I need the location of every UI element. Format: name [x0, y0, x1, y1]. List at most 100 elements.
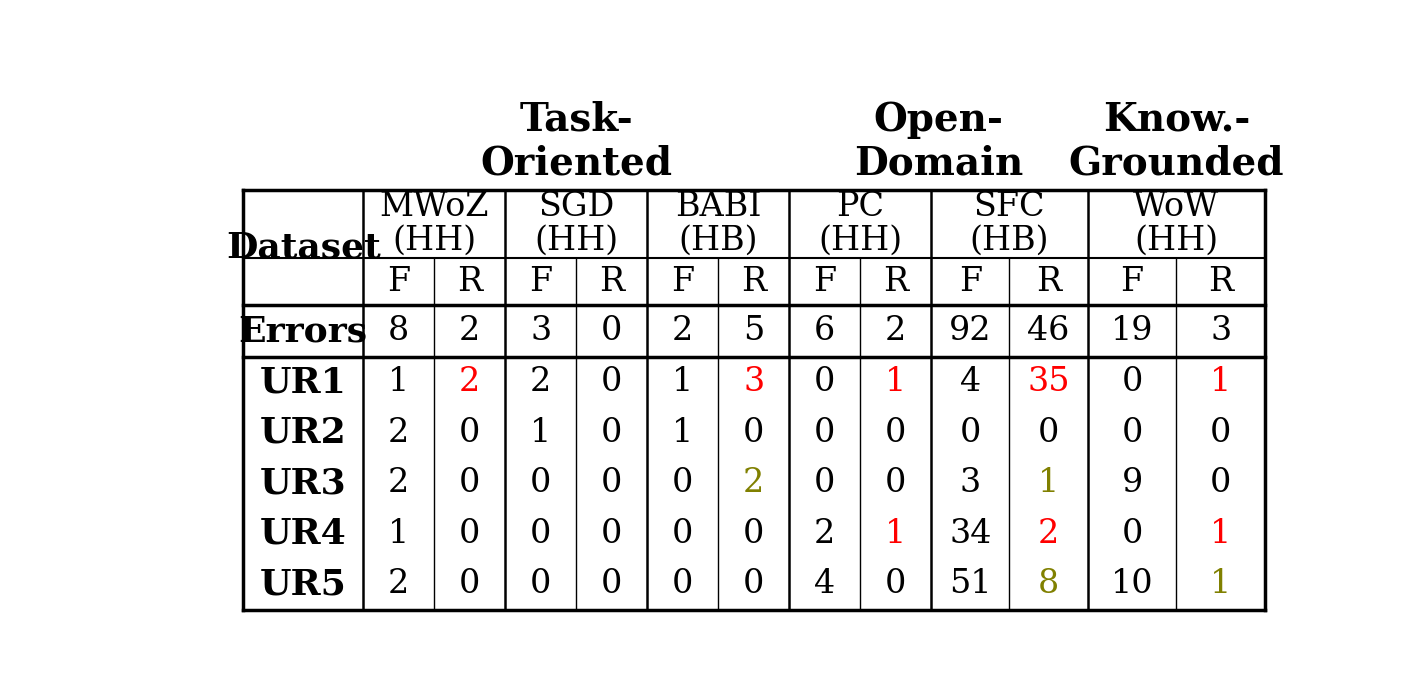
Text: 2: 2: [389, 467, 410, 500]
Text: UR2: UR2: [259, 416, 346, 450]
Text: Dataset: Dataset: [225, 230, 380, 264]
Text: 0: 0: [601, 467, 623, 500]
Text: Know.-
Grounded: Know.- Grounded: [1069, 101, 1285, 182]
Text: 51: 51: [949, 569, 991, 600]
Text: 8: 8: [389, 315, 410, 347]
Text: 0: 0: [530, 569, 552, 600]
Text: 0: 0: [1210, 417, 1231, 449]
Text: 0: 0: [743, 417, 764, 449]
Text: F: F: [813, 265, 837, 298]
Text: 0: 0: [814, 366, 835, 399]
Text: 4: 4: [814, 569, 835, 600]
Text: 2: 2: [885, 315, 906, 347]
Text: 1: 1: [1210, 518, 1231, 550]
Text: 35: 35: [1027, 366, 1071, 399]
Text: 0: 0: [459, 518, 481, 550]
Text: 0: 0: [530, 467, 552, 500]
Text: 0: 0: [672, 569, 693, 600]
Text: 0: 0: [885, 467, 906, 500]
Text: 0: 0: [743, 569, 764, 600]
Text: 2: 2: [672, 315, 693, 347]
Text: 0: 0: [601, 569, 623, 600]
Text: 3: 3: [530, 315, 552, 347]
Text: 2: 2: [459, 366, 481, 399]
Text: UR5: UR5: [259, 567, 346, 601]
Text: R: R: [1037, 265, 1061, 298]
Text: PC
(HH): PC (HH): [818, 191, 902, 257]
Text: 2: 2: [459, 315, 481, 347]
Text: 0: 0: [459, 467, 481, 500]
Text: 3: 3: [960, 467, 981, 500]
Text: 2: 2: [389, 569, 410, 600]
Text: 8: 8: [1038, 569, 1059, 600]
Text: 0: 0: [1122, 366, 1143, 399]
Text: R: R: [742, 265, 766, 298]
Text: 0: 0: [885, 569, 906, 600]
Text: 1: 1: [530, 417, 552, 449]
Text: 34: 34: [949, 518, 991, 550]
Text: Task-
Oriented: Task- Oriented: [481, 101, 672, 182]
Text: 2: 2: [1038, 518, 1059, 550]
Text: 1: 1: [1210, 569, 1231, 600]
Text: 4: 4: [960, 366, 981, 399]
Text: F: F: [387, 265, 410, 298]
Text: 1: 1: [885, 366, 906, 399]
Text: 5: 5: [743, 315, 764, 347]
Text: 10: 10: [1110, 569, 1153, 600]
Text: 9: 9: [1122, 467, 1143, 500]
Text: 0: 0: [1210, 467, 1231, 500]
Text: F: F: [959, 265, 981, 298]
Text: 0: 0: [1038, 417, 1059, 449]
Text: F: F: [1120, 265, 1144, 298]
Text: Errors: Errors: [238, 314, 367, 348]
Text: R: R: [457, 265, 482, 298]
Text: 1: 1: [885, 518, 906, 550]
Text: 0: 0: [814, 467, 835, 500]
Text: 3: 3: [1210, 315, 1231, 347]
Text: 1: 1: [389, 518, 410, 550]
Text: R: R: [1208, 265, 1234, 298]
Text: 0: 0: [672, 518, 693, 550]
Text: Open-
Domain: Open- Domain: [854, 101, 1022, 182]
Text: 1: 1: [672, 417, 693, 449]
Text: F: F: [671, 265, 695, 298]
Text: WoW
(HH): WoW (HH): [1133, 191, 1219, 257]
Text: 46: 46: [1028, 315, 1069, 347]
Text: 2: 2: [814, 518, 835, 550]
Text: 3: 3: [743, 366, 764, 399]
Text: 19: 19: [1110, 315, 1153, 347]
Text: 0: 0: [459, 417, 481, 449]
Text: 0: 0: [743, 518, 764, 550]
Text: 0: 0: [459, 569, 481, 600]
Text: 0: 0: [601, 518, 623, 550]
Text: 2: 2: [530, 366, 552, 399]
Text: 1: 1: [672, 366, 693, 399]
Text: 1: 1: [389, 366, 410, 399]
Text: 0: 0: [601, 315, 623, 347]
Text: UR1: UR1: [259, 366, 346, 399]
Text: 0: 0: [1122, 417, 1143, 449]
Text: R: R: [883, 265, 908, 298]
Text: 6: 6: [814, 315, 835, 347]
Text: 92: 92: [949, 315, 991, 347]
Text: MWoZ
(HH): MWoZ (HH): [380, 191, 489, 257]
Text: 2: 2: [389, 417, 410, 449]
Text: R: R: [600, 265, 624, 298]
Text: 0: 0: [530, 518, 552, 550]
Text: 0: 0: [672, 467, 693, 500]
Text: 0: 0: [601, 366, 623, 399]
Text: SFC
(HB): SFC (HB): [970, 191, 1049, 257]
Text: BABI
(HB): BABI (HB): [675, 191, 761, 257]
Text: 1: 1: [1210, 366, 1231, 399]
Text: UR3: UR3: [259, 466, 346, 500]
Text: 0: 0: [885, 417, 906, 449]
Text: F: F: [529, 265, 552, 298]
Text: 0: 0: [601, 417, 623, 449]
Text: 0: 0: [1122, 518, 1143, 550]
Text: 1: 1: [1038, 467, 1059, 500]
Text: 0: 0: [960, 417, 981, 449]
Text: UR4: UR4: [259, 517, 346, 551]
Text: 2: 2: [743, 467, 764, 500]
Text: 0: 0: [814, 417, 835, 449]
Text: SGD
(HH): SGD (HH): [535, 191, 618, 257]
